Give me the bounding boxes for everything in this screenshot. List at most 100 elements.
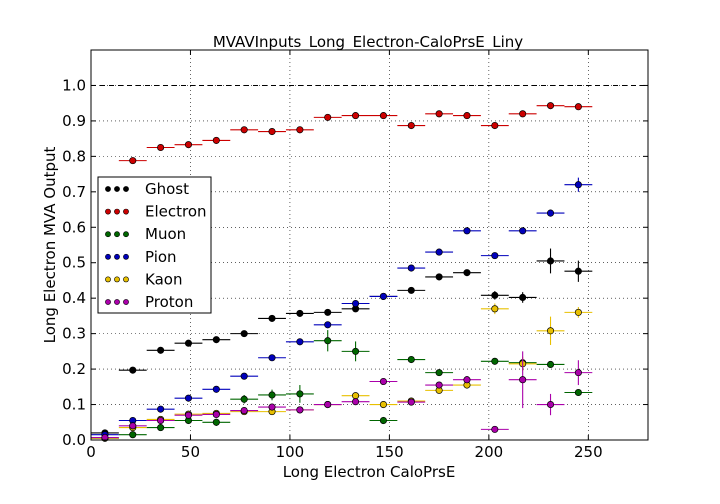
legend-marker-pion [105,253,111,260]
pion-point [519,227,527,235]
muon-point [352,347,360,355]
pion-point [407,264,415,272]
muon-point [407,355,415,364]
ghost-point [184,339,193,347]
legend-marker-proton [114,299,120,305]
muon-point [268,391,276,399]
proton-point [546,400,555,409]
proton-point [379,377,387,386]
legend-marker-muon [123,231,129,238]
electron-point [546,102,555,110]
proton-point [435,381,443,389]
ghost-point [268,314,276,322]
proton-point [129,422,137,430]
x-tick-label: 150 [375,443,404,461]
proton-point [212,410,220,419]
electron-point [491,121,499,130]
ghost-point [574,267,582,275]
pion-point [491,252,499,260]
ghost-point [157,346,165,354]
electron-point [212,136,220,144]
muon-point [491,357,499,365]
muon-point [574,388,582,397]
legend-marker-kaon [114,276,120,283]
electron-point [463,112,471,120]
proton-point [491,425,499,433]
kaon-point [379,400,387,409]
proton-point [574,369,582,377]
y-axis-label: Long Electron MVA Output [41,147,59,344]
series-electron [118,102,593,165]
legend-marker-electron [123,208,129,215]
pion-point [157,405,165,413]
muon-point [129,431,137,439]
pion-point [574,181,582,189]
electron-point [574,103,582,111]
legend-marker-proton [123,299,129,305]
muon-point [240,395,248,403]
pion-point [435,248,443,256]
pion-point [546,209,555,217]
electron-point [324,113,332,121]
ghost-point [519,293,527,302]
proton-point [519,376,527,384]
series-muon [91,330,593,442]
legend-marker-proton [105,299,111,305]
legend-marker-muon [105,231,111,238]
data-points [91,102,593,442]
electron-point [435,110,443,118]
electron-point [184,141,193,149]
legend-marker-muon [114,231,120,238]
x-tick-label: 250 [574,443,603,461]
pion-point [379,292,387,300]
electron-point [240,126,248,134]
legend-marker-electron [105,208,111,215]
pion-point [463,227,471,235]
y-tick-label: 0.9 [62,112,86,130]
electron-point [268,127,276,136]
y-tick-label: 0.0 [62,431,86,449]
electron-point [519,110,527,118]
ghost-point [240,330,248,338]
legend-box [97,176,212,314]
muon-point [379,416,387,425]
pion-point [296,338,304,346]
kaon-point [574,308,582,316]
kaon-point [352,392,360,400]
plot-frame [90,49,649,441]
proton-point [407,398,415,406]
y-tick-label: 0.7 [62,183,86,201]
x-tick-label: 50 [181,443,200,461]
x-tick-label: 100 [276,443,305,461]
legend-label-proton: Proton [145,293,193,311]
muon-point [435,369,443,377]
ghost-point [324,308,332,316]
legend-marker-electron [114,208,120,215]
ghost-point [463,269,471,277]
y-tick-label: 1.0 [62,76,86,94]
pion-point [184,394,193,402]
legend-marker-ghost [123,186,129,192]
y-tick-label: 0.3 [62,325,86,343]
muon-point [296,390,304,398]
pion-point [352,299,360,308]
pion-point [268,354,276,362]
axis-ticks: 0 50 100 150 200 250 0.0 0.1 0.2 0.3 0.4 0.5 0.6 0.7 0… [62,50,648,461]
series-proton [91,351,593,442]
muon-point [212,418,220,426]
ghost-point [407,286,415,294]
legend-marker-kaon [123,276,129,283]
proton-point [268,403,276,411]
legend-marker-ghost [105,186,111,192]
proton-point [184,411,193,419]
pion-point [212,385,220,393]
y-tick-label: 0.5 [62,254,86,272]
chart-title: MVAVInputs_Long_Electron-CaloPrsE_Liny [213,33,523,52]
ghost-point [296,309,304,317]
legend-label-kaon: Kaon [145,270,182,288]
kaon-point [546,327,555,335]
y-tick-label: 0.4 [62,289,86,307]
proton-point [324,400,332,409]
muon-point [157,424,165,432]
